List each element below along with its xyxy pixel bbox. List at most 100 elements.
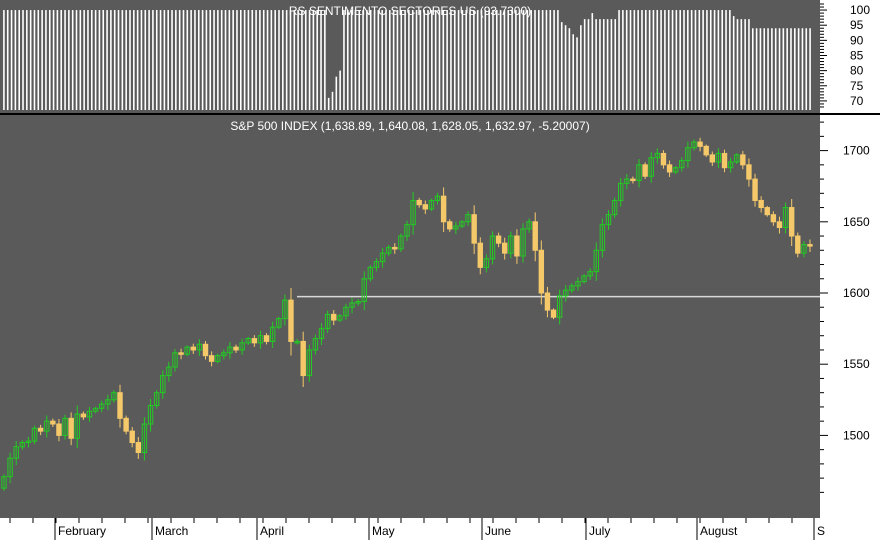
candle-body	[630, 178, 636, 182]
month-label: S	[817, 524, 825, 538]
candle-body	[172, 352, 178, 368]
candle-body	[477, 242, 483, 268]
month-label: August	[700, 524, 738, 538]
month-label: March	[155, 524, 188, 538]
candle-body	[337, 315, 343, 321]
candle-body	[758, 199, 764, 209]
candle-body	[92, 407, 99, 412]
candle-body	[495, 235, 502, 244]
candle-body	[471, 214, 477, 244]
candle-body	[434, 195, 441, 201]
candle-body	[587, 271, 593, 277]
candle-body	[697, 141, 703, 147]
candle-body	[788, 207, 795, 237]
sentiment-panel-title: RS SENTIMENTO SECTORES US (93.7300)	[289, 4, 531, 18]
candle-body	[514, 235, 520, 257]
price-y-tick-label: 1700	[843, 144, 870, 158]
candle-body	[111, 392, 117, 401]
candle-body	[349, 302, 355, 308]
month-label: July	[589, 524, 610, 538]
candle-body	[770, 214, 777, 223]
price-plot-area	[0, 115, 820, 518]
candle-body	[50, 420, 56, 425]
candle-body	[398, 235, 404, 250]
candle-body	[80, 413, 87, 418]
candle-body	[373, 261, 380, 268]
candle-body	[31, 427, 38, 442]
sentiment-y-tick-label: 80	[850, 64, 864, 78]
candle-body	[563, 289, 569, 297]
month-label: June	[485, 524, 511, 538]
candle-body	[691, 141, 697, 149]
candle-body	[86, 410, 93, 418]
candle-body	[508, 235, 514, 254]
candle-body	[447, 221, 453, 230]
candle-body	[147, 405, 154, 425]
candle-body	[734, 154, 740, 163]
candle-body	[227, 346, 233, 354]
candle-body	[581, 275, 587, 283]
candle-body	[599, 224, 606, 251]
candle-body	[746, 164, 752, 180]
candle-body	[367, 266, 374, 280]
candle-body	[98, 403, 105, 409]
candle-body	[276, 318, 282, 328]
month-label: May	[372, 524, 395, 538]
candle-body	[520, 228, 526, 257]
candle-body	[44, 420, 50, 432]
candle-body	[666, 164, 673, 173]
candle-body	[318, 328, 325, 340]
sentiment-y-tick-label: 95	[850, 18, 864, 32]
candle-body	[312, 338, 319, 351]
candle-body	[501, 242, 508, 254]
candle-body	[160, 375, 166, 394]
candle-body	[715, 152, 722, 163]
candle-body	[660, 152, 667, 166]
candle-body	[569, 285, 575, 291]
candle-body	[208, 355, 215, 362]
candle-body	[593, 249, 599, 273]
candle-body	[740, 154, 746, 166]
candle-body	[807, 244, 813, 247]
candle-body	[379, 252, 386, 263]
candle-body	[13, 446, 19, 459]
sentiment-y-tick-label: 100	[850, 3, 870, 17]
candle-body	[56, 423, 62, 436]
candle-body	[251, 338, 258, 344]
candle-body	[129, 430, 135, 444]
candle-body	[153, 392, 160, 407]
candle-body	[178, 352, 184, 355]
candle-body	[202, 343, 209, 357]
candle-body	[685, 147, 691, 162]
candle-body	[166, 366, 172, 377]
candle-body	[263, 335, 270, 342]
candle-body	[721, 152, 728, 169]
month-label: April	[260, 524, 284, 538]
candle-body	[117, 392, 123, 419]
candle-body	[306, 349, 313, 377]
candle-body	[37, 427, 44, 432]
candle-body	[123, 417, 129, 432]
candle-body	[324, 313, 331, 330]
candle-body	[288, 299, 294, 342]
price-y-tick-label: 1500	[843, 428, 870, 442]
candle-body	[550, 309, 557, 318]
candle-body	[257, 335, 264, 344]
candle-body	[648, 157, 654, 177]
candle-body	[624, 178, 630, 184]
candle-body	[642, 164, 648, 177]
candle-body	[556, 295, 563, 318]
candle-body	[141, 423, 148, 453]
candle-body	[7, 457, 13, 478]
candle-body	[611, 199, 618, 216]
candle-body	[459, 221, 465, 227]
price-panel-title: S&P 500 INDEX (1,638.89, 1,640.08, 1,628…	[230, 119, 589, 133]
candle-body	[331, 313, 337, 321]
candle-body	[294, 340, 300, 344]
month-label: February	[58, 524, 106, 538]
candle-body	[776, 221, 783, 228]
candle-body	[679, 160, 685, 169]
candle-body	[355, 301, 361, 304]
candle-body	[453, 225, 459, 230]
